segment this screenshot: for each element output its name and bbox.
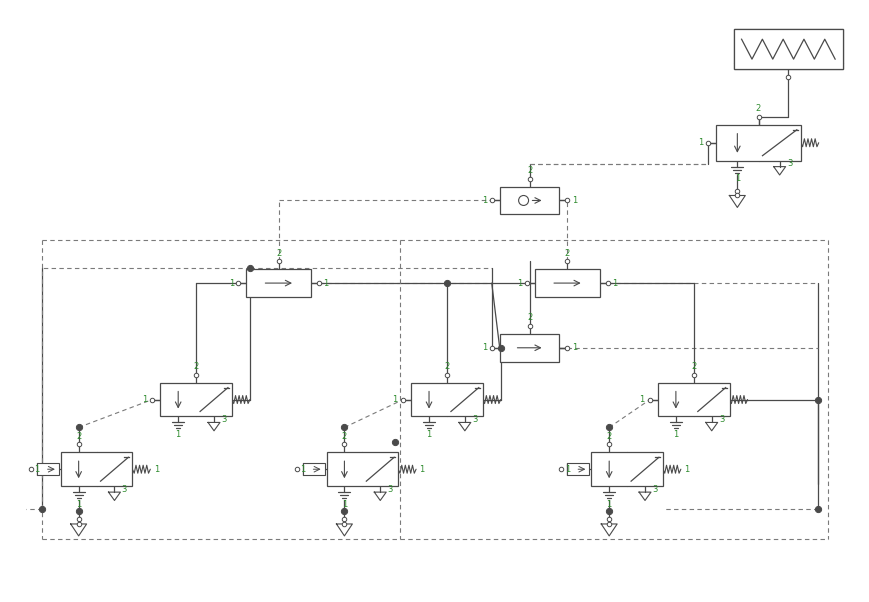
Bar — [411, 383, 482, 417]
Bar — [160, 383, 232, 417]
Bar — [246, 269, 311, 297]
Text: 1: 1 — [571, 343, 576, 352]
Bar — [591, 452, 662, 486]
Bar — [36, 464, 59, 475]
Bar — [567, 464, 588, 475]
Text: 3: 3 — [472, 415, 477, 424]
Bar — [326, 452, 398, 486]
Bar — [715, 125, 799, 161]
Bar — [302, 464, 324, 475]
Text: 1: 1 — [34, 465, 39, 474]
Text: 1: 1 — [683, 465, 688, 474]
Text: 3: 3 — [786, 159, 792, 168]
Bar — [657, 383, 729, 417]
Text: 1: 1 — [734, 174, 740, 183]
Text: 2: 2 — [564, 249, 569, 258]
Text: 2: 2 — [755, 104, 760, 113]
Text: 1: 1 — [564, 465, 569, 474]
Text: 1: 1 — [76, 500, 81, 509]
Text: 1: 1 — [606, 500, 611, 509]
Text: 1: 1 — [419, 465, 424, 474]
Text: 2: 2 — [76, 432, 81, 441]
Text: 2: 2 — [606, 432, 611, 441]
Bar — [733, 29, 842, 69]
Bar — [733, 29, 842, 69]
Text: 1: 1 — [697, 138, 702, 147]
Text: 1: 1 — [481, 196, 487, 205]
Text: 2: 2 — [690, 362, 695, 371]
Text: 1: 1 — [323, 279, 328, 288]
Text: 1: 1 — [673, 430, 678, 439]
Bar — [61, 452, 132, 486]
Text: 1: 1 — [229, 279, 234, 288]
Circle shape — [518, 196, 528, 205]
Text: 2: 2 — [342, 432, 347, 441]
Text: 2: 2 — [275, 249, 281, 258]
Text: 2: 2 — [444, 362, 449, 371]
Text: 1: 1 — [426, 430, 431, 439]
Text: 3: 3 — [387, 485, 393, 494]
Text: 3: 3 — [122, 485, 127, 494]
Text: 1: 1 — [342, 500, 347, 509]
Bar — [499, 187, 559, 214]
Text: 1: 1 — [639, 395, 644, 404]
Text: 2: 2 — [193, 362, 198, 371]
Text: 1: 1 — [392, 395, 397, 404]
Text: 1: 1 — [154, 465, 159, 474]
Text: 1: 1 — [517, 279, 522, 288]
Text: 1: 1 — [176, 430, 181, 439]
Text: 3: 3 — [652, 485, 657, 494]
Text: 2: 2 — [527, 314, 532, 323]
Text: 3: 3 — [718, 415, 724, 424]
Text: 3: 3 — [221, 415, 227, 424]
Text: 1: 1 — [300, 465, 305, 474]
Text: 1: 1 — [481, 343, 487, 352]
Text: 1: 1 — [571, 196, 576, 205]
Text: 2: 2 — [527, 166, 532, 175]
Bar — [499, 334, 559, 362]
Bar — [534, 269, 599, 297]
Text: 1: 1 — [611, 279, 617, 288]
Text: 1: 1 — [142, 395, 147, 404]
